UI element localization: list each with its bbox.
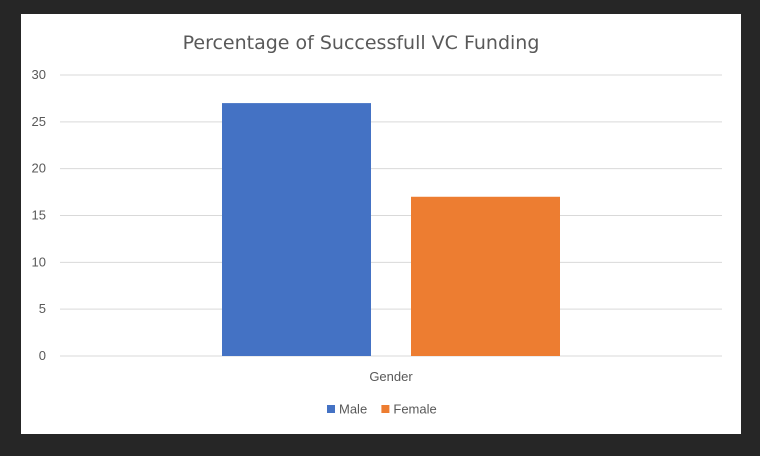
y-tick-label: 20 xyxy=(32,161,46,176)
y-tick-label: 30 xyxy=(32,67,46,82)
x-axis-categories: Gender xyxy=(369,369,413,384)
chart-title: Percentage of Successfull VC Funding xyxy=(183,32,540,54)
legend-label-male: Male xyxy=(339,402,367,417)
y-tick-label: 0 xyxy=(39,348,46,363)
bar-female xyxy=(411,196,560,356)
chart-area: Percentage of Successfull VC Funding 0 5 1… xyxy=(21,14,741,434)
legend: Male Female xyxy=(327,402,437,417)
legend-label-female: Female xyxy=(393,402,436,417)
legend-swatch-female xyxy=(381,405,390,413)
y-axis-ticks: 0 5 10 15 20 25 30 xyxy=(32,67,46,363)
y-tick-label: 5 xyxy=(39,301,46,316)
y-tick-label: 15 xyxy=(32,208,46,223)
legend-swatch-male xyxy=(327,405,335,413)
gridlines xyxy=(60,74,722,357)
y-tick-label: 25 xyxy=(32,114,46,129)
bar-male xyxy=(222,103,371,356)
y-tick-label: 10 xyxy=(32,254,46,269)
bar-chart: Percentage of Successfull VC Funding 0 5 1… xyxy=(32,32,722,417)
bars xyxy=(222,103,560,356)
x-category-label: Gender xyxy=(369,369,413,384)
